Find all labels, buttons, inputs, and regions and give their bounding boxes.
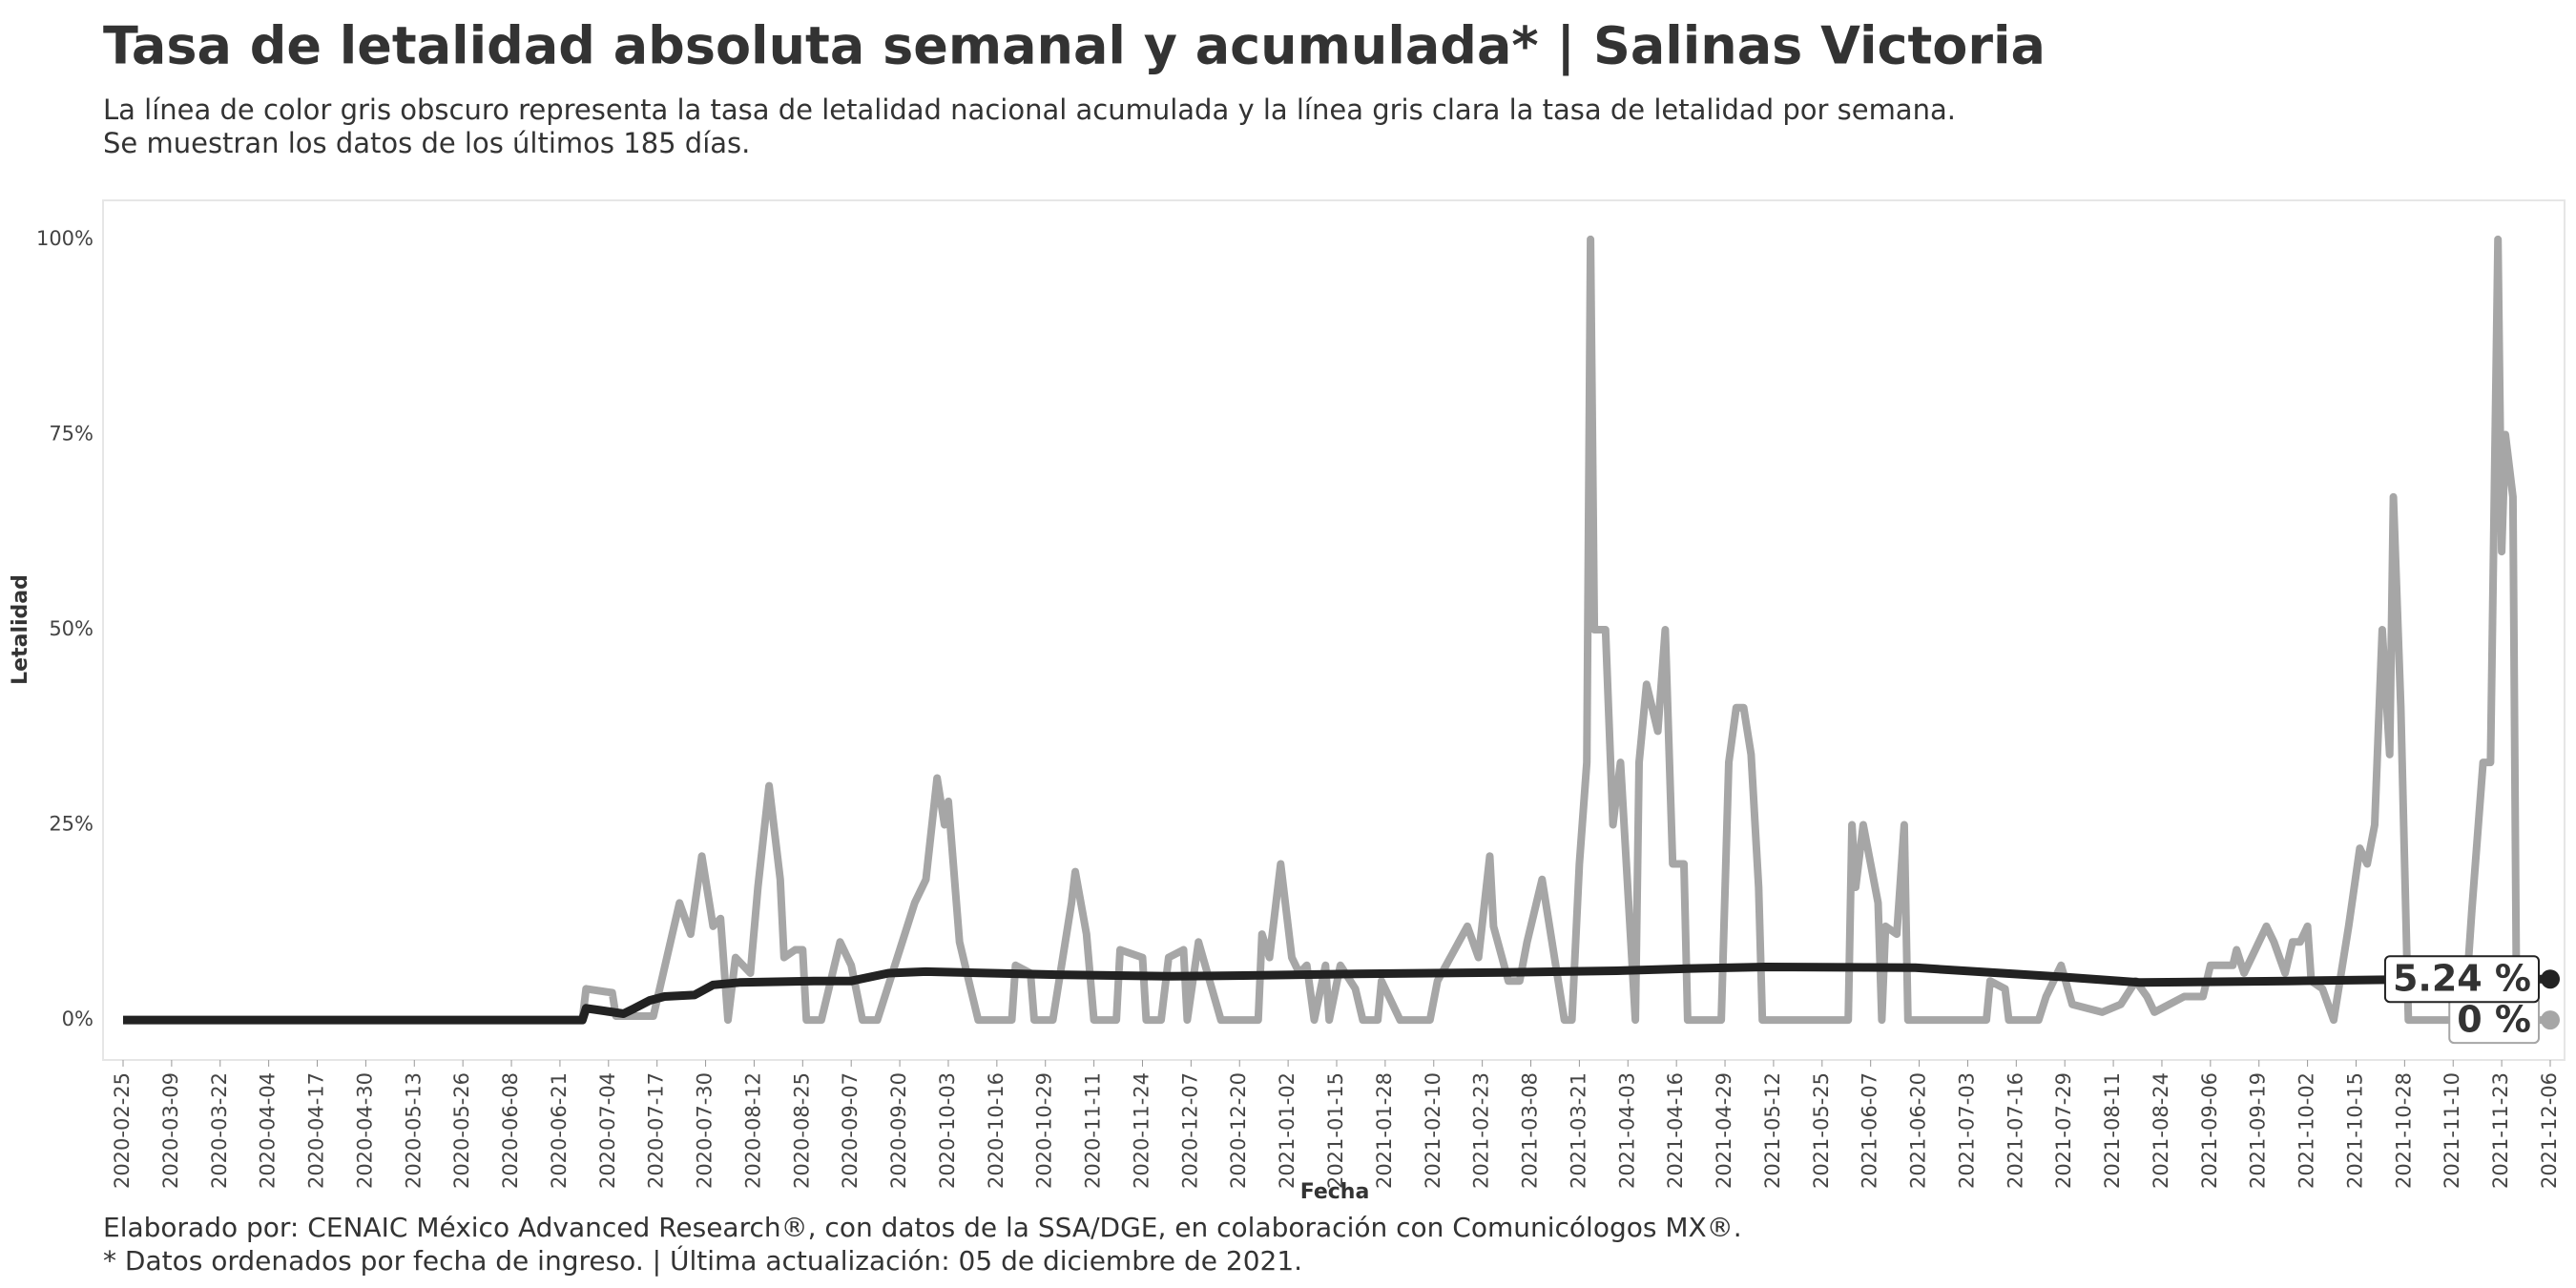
x-tick-label: 2020-03-09 (159, 1072, 182, 1189)
x-tick-label: 2020-05-13 (402, 1072, 425, 1189)
end-label-text: 0 % (2457, 999, 2531, 1041)
x-tick-label: 2021-02-23 (1470, 1072, 1493, 1189)
x-tick-label: 2020-10-16 (985, 1072, 1008, 1189)
caption: Elaborado por: CENAIC México Advanced Re… (103, 1212, 1742, 1243)
x-tick-label: 2020-07-04 (596, 1072, 619, 1189)
x-tick-label: 2021-01-28 (1373, 1072, 1396, 1189)
x-tick-label: 2021-10-02 (2296, 1072, 2318, 1189)
x-tick-label: 2021-09-19 (2247, 1072, 2270, 1189)
x-tick-label: 2020-03-22 (208, 1072, 231, 1189)
x-tick-label: 2020-06-21 (548, 1072, 571, 1189)
x-tick-label: 2020-05-26 (450, 1072, 473, 1189)
y-tick-label: 50% (49, 617, 93, 640)
end-label-box (2383, 955, 2540, 1004)
end-point (2541, 1010, 2560, 1030)
end-label: 5.24 % (2383, 955, 2540, 1004)
x-tick-label: 2021-10-28 (2392, 1072, 2415, 1189)
x-tick-label: 2021-08-24 (2150, 1072, 2172, 1189)
x-tick-label: 2021-10-15 (2343, 1072, 2366, 1189)
x-tick-label: 2021-11-23 (2489, 1072, 2512, 1189)
x-tick-label: 2020-12-07 (1178, 1072, 1201, 1189)
x-tick-label: 2020-09-20 (887, 1072, 910, 1189)
x-tick-label: 2020-11-11 (1082, 1072, 1105, 1189)
x-tick-label: 2021-05-25 (1810, 1072, 1833, 1189)
x-tick-label: 2020-02-25 (111, 1072, 134, 1189)
x-tick-label: 2020-12-20 (1227, 1072, 1250, 1189)
x-tick-label: 2021-07-29 (2052, 1072, 2075, 1189)
x-tick-label: 2021-03-21 (1567, 1072, 1589, 1189)
x-tick-label: 2020-09-07 (839, 1072, 862, 1189)
x-tick-label: 2021-04-03 (1615, 1072, 1638, 1189)
x-tick-label: 2021-11-10 (2441, 1072, 2463, 1189)
x-tick-label: 2021-05-12 (1761, 1072, 1784, 1189)
x-tick-label: 2020-04-30 (353, 1072, 376, 1189)
subtitle: Se muestran los datos de los últimos 185… (103, 127, 750, 159)
x-tick-label: 2021-06-07 (1859, 1072, 1881, 1189)
y-tick-label: 0% (62, 1008, 93, 1030)
end-label-text: 5.24 % (2393, 958, 2531, 1000)
y-tick-label: 100% (36, 227, 93, 250)
x-tick-label: 2020-10-03 (936, 1072, 959, 1189)
chart-title: Tasa de letalidad absoluta semanal y acu… (103, 16, 2046, 76)
y-tick-label: 75% (49, 422, 93, 445)
end-label: 0 % (2448, 996, 2540, 1045)
x-tick-label: 2020-08-25 (790, 1072, 813, 1189)
x-tick-label: 2021-12-06 (2538, 1072, 2561, 1189)
x-tick-label: 2020-04-17 (305, 1072, 328, 1189)
x-tick-label: 2021-07-03 (1955, 1072, 1978, 1189)
x-tick-label: 2021-01-02 (1276, 1072, 1298, 1189)
line-series (123, 963, 2550, 1025)
x-tick-label: 2021-06-20 (1907, 1072, 1930, 1189)
y-tick-label: 25% (49, 813, 93, 836)
x-tick-label: 2021-04-29 (1713, 1072, 1735, 1189)
plot-panel (102, 199, 2566, 1061)
x-tick-label: 2020-04-04 (257, 1072, 280, 1189)
x-tick-label: 2021-08-11 (2101, 1072, 2124, 1189)
end-point (2541, 969, 2560, 989)
x-axis-label: Fecha (1300, 1180, 1370, 1204)
line-series (123, 235, 2550, 1025)
x-tick-label: 2020-07-30 (694, 1072, 717, 1189)
x-tick-label: 2021-07-16 (2004, 1072, 2026, 1189)
x-tick-label: 2021-01-15 (1324, 1072, 1347, 1189)
x-tick-label: 2021-03-08 (1519, 1072, 1542, 1189)
x-tick-label: 2021-09-06 (2198, 1072, 2221, 1189)
x-tick-label: 2020-06-08 (499, 1072, 522, 1189)
y-axis-label: Letalidad (9, 574, 32, 685)
x-tick-label: 2020-11-24 (1130, 1072, 1153, 1189)
x-tick-label: 2021-04-16 (1664, 1072, 1687, 1189)
x-tick-label: 2020-07-17 (645, 1072, 668, 1189)
x-tick-label: 2021-02-10 (1422, 1072, 1444, 1189)
x-tick-label: 2020-08-12 (741, 1072, 764, 1189)
subtitle: La línea de color gris obscuro represent… (103, 93, 1956, 126)
x-tick-label: 2020-10-29 (1033, 1072, 1056, 1189)
caption: * Datos ordenados por fecha de ingreso. … (103, 1244, 1302, 1277)
